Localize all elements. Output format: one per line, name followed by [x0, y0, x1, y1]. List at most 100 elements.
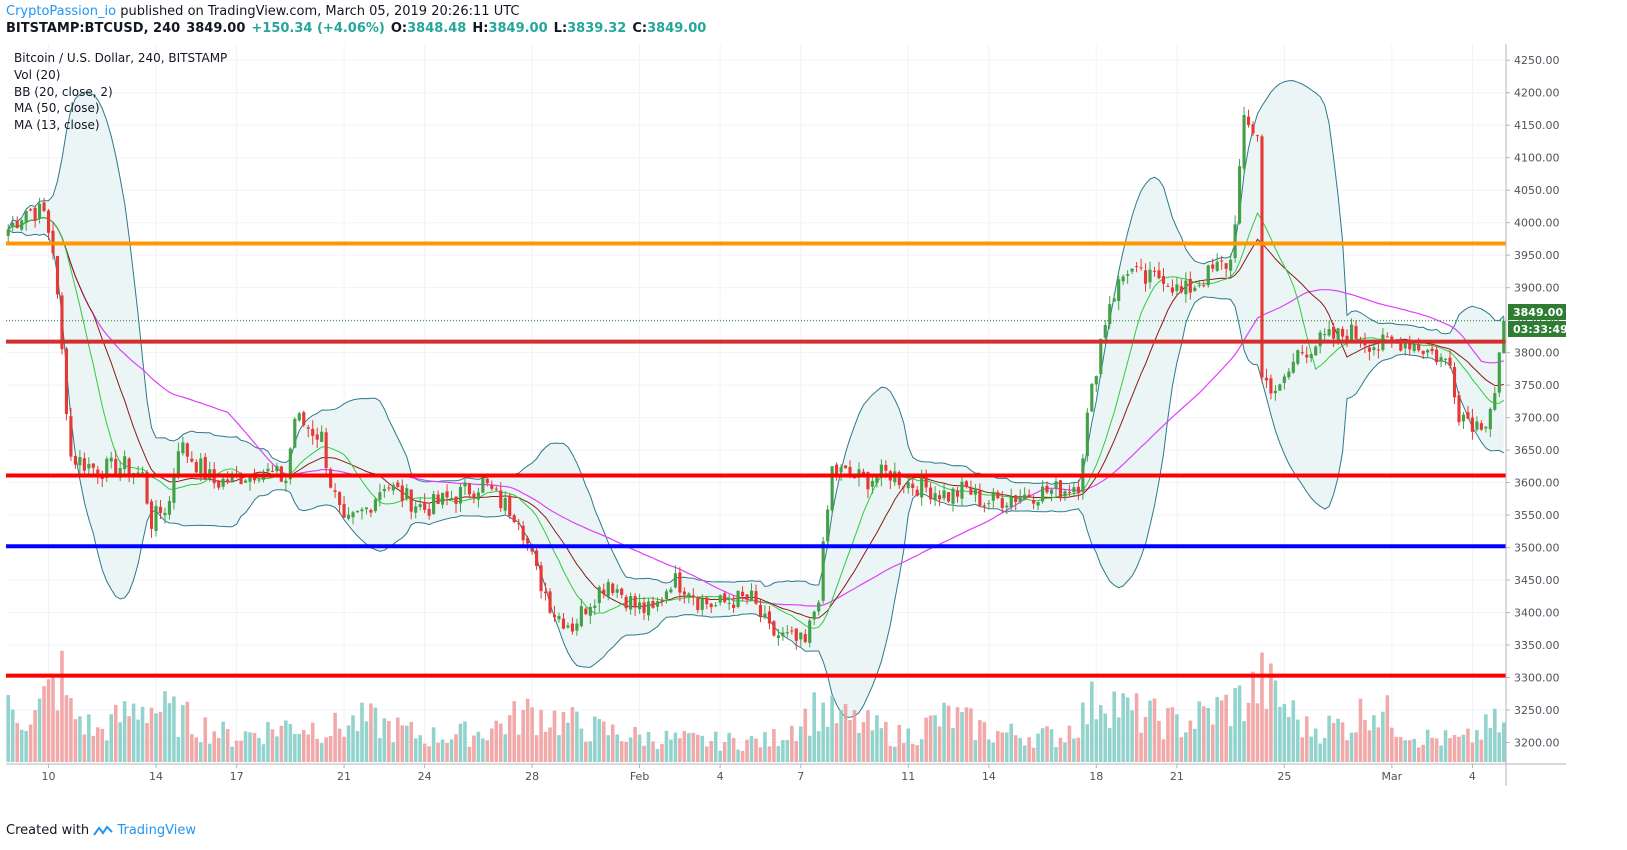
volume-bar — [669, 739, 673, 762]
volume-bar — [1457, 736, 1461, 762]
candle-body — [1349, 324, 1354, 342]
candle-body — [1291, 361, 1295, 373]
volume-bar — [516, 734, 521, 762]
volume-bar — [704, 746, 709, 762]
candle-body — [512, 515, 516, 523]
author-link[interactable]: CryptoPassion_io — [6, 4, 117, 19]
time-axis[interactable]: 10 14 17 21 24 28 Feb 4 7 11 14 18 21 25 Mar 4 — [6, 763, 1566, 783]
candle-body — [557, 616, 561, 620]
volume-bar — [1304, 716, 1309, 762]
candle-body — [1143, 270, 1148, 284]
candle-body — [1264, 377, 1269, 381]
candle-body — [808, 620, 812, 643]
volume-bar — [181, 705, 185, 762]
volume-bar — [252, 732, 257, 762]
time-tick-label: Mar — [1381, 770, 1402, 783]
candle-body — [382, 488, 386, 492]
candle-body — [96, 469, 100, 477]
volume-bar — [176, 736, 181, 762]
candle-body — [982, 505, 986, 507]
volume-bar — [821, 702, 825, 762]
candle-body — [472, 493, 476, 498]
volume-bar — [69, 698, 73, 762]
volume-bar — [104, 740, 109, 762]
candle-body — [270, 470, 274, 472]
volume-bar — [798, 726, 803, 762]
volume-bar — [534, 735, 539, 762]
volume-bar — [942, 702, 946, 762]
candle-body — [1475, 421, 1479, 430]
volume-bar — [1134, 693, 1139, 762]
candle-body — [1238, 166, 1242, 224]
volume-bar — [198, 742, 203, 762]
candle-body — [24, 210, 28, 223]
candle-body — [660, 600, 664, 602]
volume-bar — [1094, 719, 1099, 762]
volume-bar — [1009, 723, 1014, 762]
footer: Created with TradingView — [6, 823, 196, 838]
price-tick-label: 4200.00 — [1514, 87, 1560, 100]
volume-bar — [1058, 737, 1063, 762]
volume-bar — [1412, 738, 1416, 762]
volume-bar — [1063, 742, 1067, 762]
time-tick-label: 4 — [717, 770, 724, 783]
candle-body — [243, 480, 248, 483]
candle-body — [441, 492, 445, 505]
volume-bar — [1210, 724, 1215, 762]
candle-body — [29, 209, 33, 211]
candle-body — [109, 457, 113, 462]
candle-body — [929, 487, 933, 500]
volume-bar — [337, 728, 342, 762]
volume-bar — [413, 738, 418, 762]
volume-bar — [221, 721, 225, 762]
candle-body — [181, 442, 185, 454]
volume-bar — [1340, 722, 1345, 762]
volume-bar — [521, 709, 525, 762]
candle-body — [1452, 366, 1457, 398]
volume-bar — [1054, 747, 1058, 762]
candle-body — [875, 477, 879, 483]
volume-bar — [1470, 742, 1475, 762]
volume-bar — [718, 750, 722, 762]
price-tag-bg — [1508, 304, 1566, 320]
candle-body — [718, 595, 722, 603]
candle-body — [1376, 349, 1380, 351]
volume-bar — [1206, 708, 1211, 762]
volume-bar — [1322, 738, 1327, 762]
volume-bar — [1067, 725, 1072, 762]
candle-body — [991, 491, 995, 501]
volume-bar — [597, 719, 602, 762]
volume-bar — [1157, 720, 1161, 762]
candle-body — [391, 484, 395, 491]
volume-bar — [1085, 724, 1090, 762]
volume-bar — [1331, 723, 1336, 762]
tradingview-link[interactable]: TradingView — [117, 823, 196, 838]
volume-bar — [382, 718, 387, 762]
volume-bar — [678, 738, 682, 762]
candle-body — [1457, 395, 1461, 423]
price-chart[interactable]: 3200.00 3250.00 3300.00 3350.00 3400.00 3450.… — [0, 44, 1627, 816]
candle-body — [1314, 346, 1318, 356]
created-with-label: Created with — [6, 823, 90, 838]
candle-body — [1094, 376, 1098, 385]
candle-body — [136, 472, 140, 474]
horizontal-lines[interactable] — [6, 241, 1506, 678]
volume-bar — [1121, 693, 1125, 762]
price-axis[interactable]: 3200.00 3250.00 3300.00 3350.00 3400.00 3450.… — [1505, 44, 1560, 786]
volume-bar — [1228, 726, 1233, 762]
candle-body — [579, 606, 583, 627]
candle-body — [33, 207, 37, 221]
candle-body — [467, 483, 471, 495]
candle-body — [1188, 278, 1192, 293]
candle-body — [38, 203, 42, 219]
volume-bar — [593, 716, 597, 762]
candle-body — [1336, 328, 1340, 340]
candle-body — [861, 471, 866, 474]
candle-body — [776, 635, 780, 639]
volume-bar — [1027, 737, 1031, 762]
volume-bar — [1407, 740, 1412, 762]
candle-body — [584, 608, 588, 615]
volume-bar — [691, 732, 696, 762]
volume-bar — [709, 741, 714, 762]
candle-body — [1466, 412, 1470, 419]
